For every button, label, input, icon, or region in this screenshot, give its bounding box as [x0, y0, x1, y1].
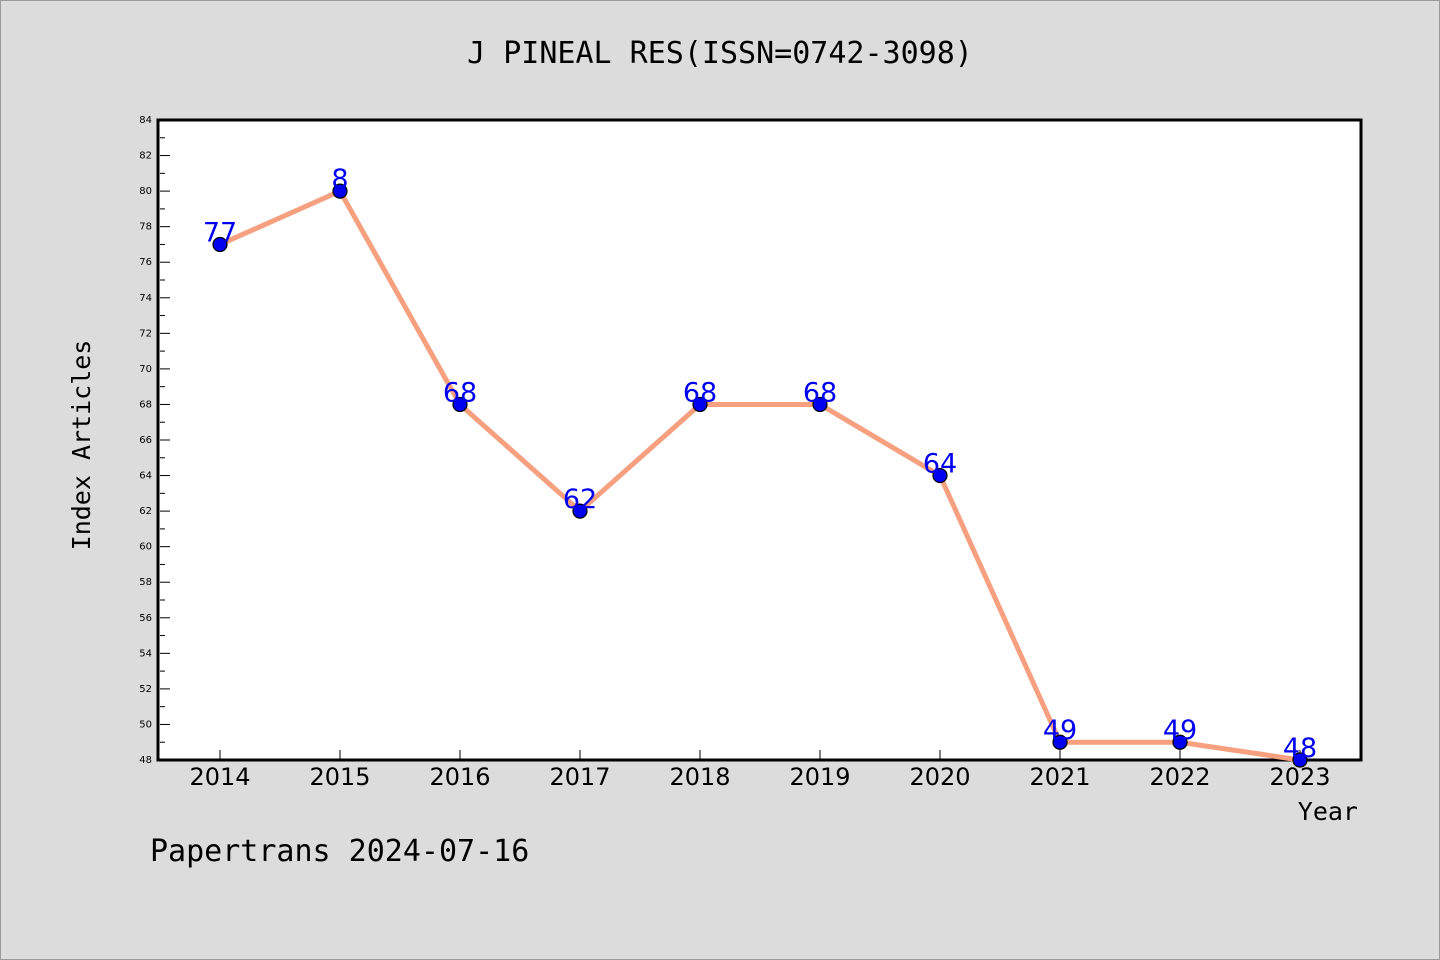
y-tick-label: 72 — [139, 328, 152, 339]
data-label: 49 — [1043, 715, 1077, 746]
data-label: 49 — [1163, 715, 1197, 746]
y-tick-label: 64 — [139, 471, 152, 482]
y-tick-label: 54 — [139, 648, 152, 659]
y-tick-label: 70 — [139, 364, 152, 375]
x-tick-label: 2017 — [549, 763, 610, 791]
y-tick-label: 56 — [139, 613, 152, 624]
data-label: 62 — [563, 484, 597, 515]
y-tick-label: 62 — [139, 506, 152, 517]
y-tick-label: 76 — [139, 257, 152, 268]
data-point — [452, 396, 468, 413]
x-tick-label: 2015 — [309, 763, 370, 791]
y-axis-label: Index Articles — [67, 340, 96, 551]
data-point — [572, 503, 588, 519]
data-label: 68 — [803, 377, 837, 408]
data-point — [932, 467, 948, 484]
x-tick-label: 2016 — [429, 763, 490, 791]
y-tick-label: 80 — [139, 186, 152, 197]
y-tick-label: 84 — [139, 115, 152, 126]
data-label: 68 — [683, 377, 717, 408]
y-tick-label: 48 — [139, 755, 152, 766]
data-point — [212, 236, 228, 253]
x-tick-label: 2022 — [1149, 763, 1210, 791]
plot-area — [156, 118, 1363, 762]
x-tick-label: 2018 — [669, 763, 730, 791]
data-label: 77 — [203, 217, 237, 248]
data-point — [812, 396, 828, 413]
y-axis: 48 50 52 54 56 58 60 62 64 66 68 70 72 74 76 78 80 82 84 — [139, 115, 170, 766]
y-tick-label: 78 — [139, 222, 152, 233]
y-tick-label: 58 — [139, 577, 152, 588]
x-tick-label: 2021 — [1029, 763, 1090, 791]
data-point — [332, 183, 348, 199]
chart-title: J PINEAL RES(ISSN=0742-3098) — [467, 36, 973, 71]
data-point — [1052, 734, 1068, 750]
x-axis-label: Year — [1298, 797, 1358, 826]
x-tick-label: 2014 — [189, 763, 250, 791]
data-label-group: 77 8 68 62 68 68 64 49 49 48 — [203, 164, 1317, 764]
data-label: 8 — [331, 164, 348, 195]
y-tick-label: 60 — [139, 542, 152, 553]
y-tick-label: 82 — [139, 151, 152, 162]
x-tick-label: 2019 — [789, 763, 850, 791]
y-tick-label: 52 — [139, 684, 152, 695]
series-line — [218, 188, 1301, 763]
data-point — [692, 396, 708, 413]
data-label: 48 — [1283, 733, 1317, 764]
data-label: 64 — [923, 449, 957, 480]
y-tick-label: 74 — [139, 293, 152, 304]
data-point — [1172, 734, 1188, 750]
y-tick-label: 50 — [139, 719, 152, 730]
footer-note: Papertrans 2024-07-16 — [150, 834, 530, 869]
x-axis: 2014 2015 2016 2017 2018 2019 2020 2021 2022 2023 — [189, 750, 1331, 791]
x-tick-label: 2020 — [909, 763, 970, 791]
y-tick-label: 68 — [139, 399, 152, 410]
y-tick-label: 66 — [139, 435, 152, 446]
series-group — [212, 183, 1308, 768]
x-tick-label: 2023 — [1269, 763, 1330, 791]
data-label: 68 — [443, 377, 477, 408]
data-point — [1292, 752, 1308, 768]
